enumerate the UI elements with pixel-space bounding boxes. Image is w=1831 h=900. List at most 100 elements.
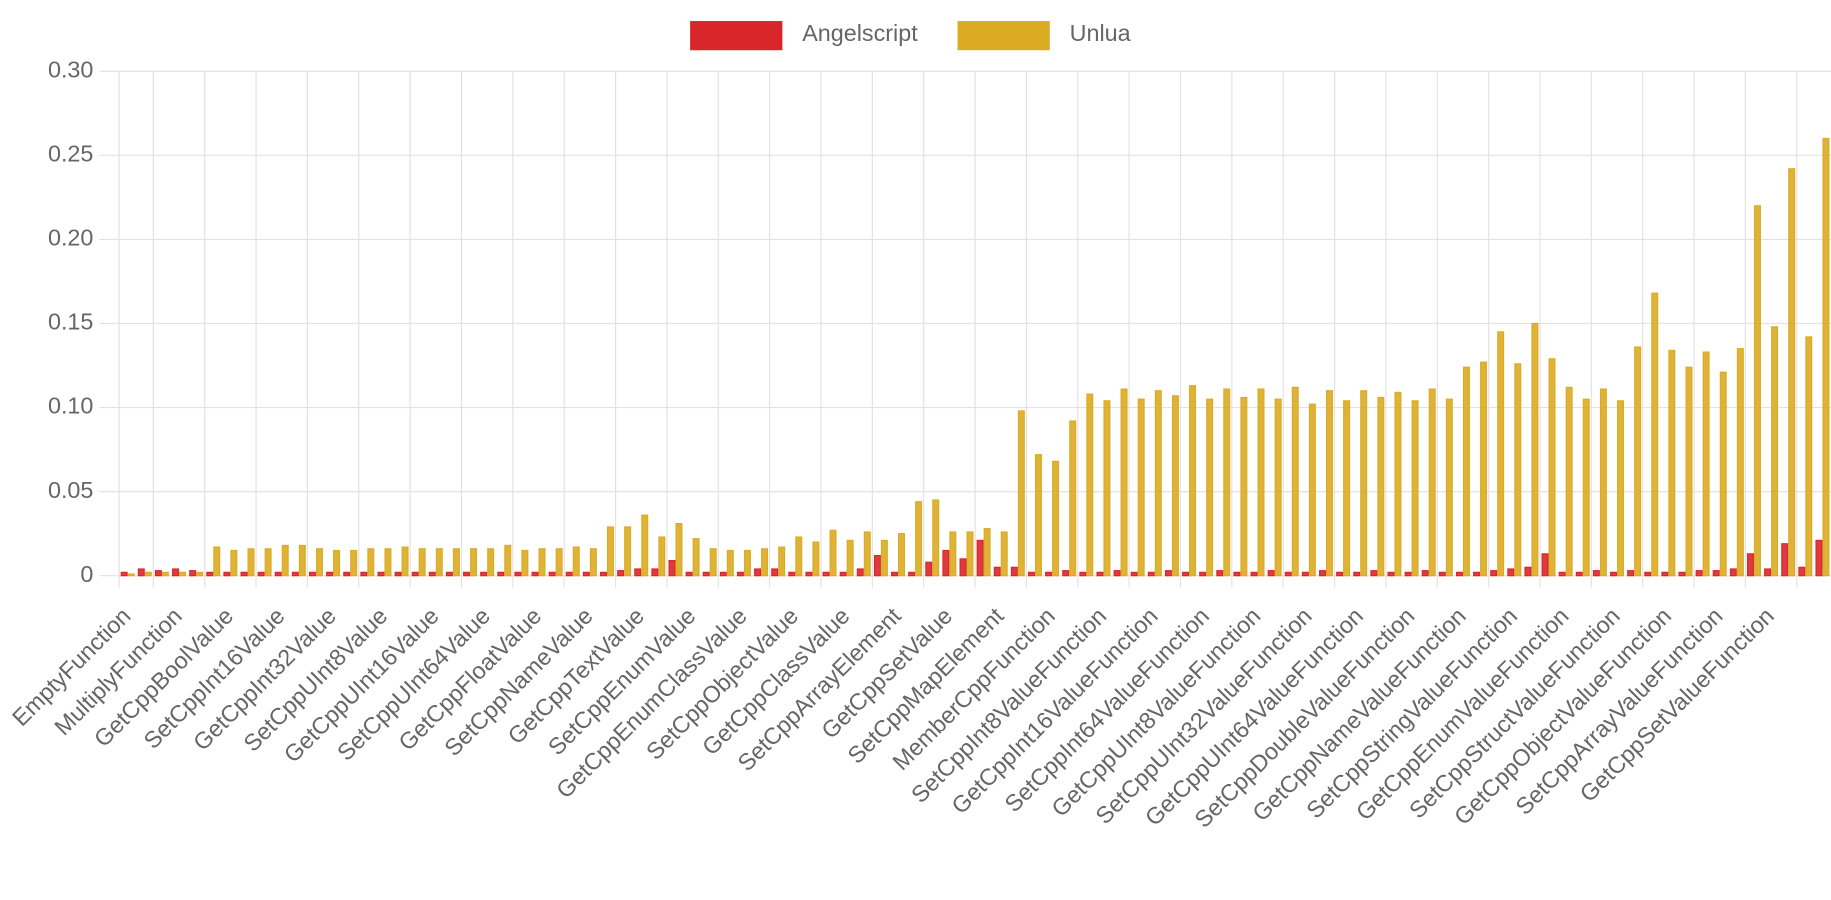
bar xyxy=(384,548,392,577)
bar xyxy=(1575,571,1583,577)
bar xyxy=(1473,571,1481,577)
bar xyxy=(1017,410,1025,577)
bar xyxy=(685,571,693,577)
bar xyxy=(1421,570,1429,577)
bar xyxy=(658,536,666,577)
bar xyxy=(1582,398,1590,577)
bar xyxy=(274,571,282,577)
bar xyxy=(743,549,751,577)
bar xyxy=(291,571,299,577)
bar xyxy=(1079,571,1087,577)
bar xyxy=(1695,570,1703,577)
bar xyxy=(206,571,214,577)
bar xyxy=(1171,395,1179,577)
bar xyxy=(1301,571,1309,577)
bar xyxy=(445,571,453,577)
y-tick-label: 0.25 xyxy=(48,140,93,166)
bar xyxy=(230,549,238,577)
bar xyxy=(418,548,426,577)
legend-label[interactable]: Angelscript xyxy=(802,20,918,46)
bar xyxy=(1428,388,1436,577)
bar xyxy=(1455,571,1463,577)
bar xyxy=(1524,566,1532,577)
bar xyxy=(1651,292,1659,577)
bar xyxy=(1480,361,1488,577)
bar xyxy=(127,573,135,577)
legend-swatch[interactable] xyxy=(690,21,783,51)
bar xyxy=(1746,553,1754,577)
bar xyxy=(394,571,402,577)
bar xyxy=(179,571,187,577)
bar xyxy=(606,526,614,577)
bar xyxy=(1240,396,1248,577)
bar xyxy=(1668,349,1676,577)
bar xyxy=(1497,331,1505,577)
bar xyxy=(401,546,409,577)
bar xyxy=(1531,322,1539,577)
bar xyxy=(925,561,933,577)
bar xyxy=(1644,571,1652,577)
bar xyxy=(736,571,744,577)
bar xyxy=(880,539,888,577)
bar xyxy=(333,549,341,577)
bar xyxy=(582,571,590,577)
bar xyxy=(754,568,762,577)
bar xyxy=(1250,571,1258,577)
bar xyxy=(1027,571,1035,577)
bar xyxy=(788,571,796,577)
bar xyxy=(966,531,974,577)
bar xyxy=(1541,553,1549,577)
bar xyxy=(120,571,128,577)
bar xyxy=(1771,326,1779,577)
bar xyxy=(1548,358,1556,577)
bar xyxy=(651,568,659,577)
bar xyxy=(1120,388,1128,577)
bar xyxy=(343,571,351,577)
bar xyxy=(1490,570,1498,577)
bar xyxy=(1325,390,1333,577)
bar xyxy=(504,544,512,577)
bar xyxy=(572,546,580,577)
bar xyxy=(1274,398,1282,577)
bar xyxy=(315,548,323,577)
bar xyxy=(1661,571,1669,577)
bar xyxy=(144,571,152,577)
bar xyxy=(521,549,529,577)
bar xyxy=(1096,571,1104,577)
bar xyxy=(257,571,265,577)
bar xyxy=(1010,566,1018,577)
bar xyxy=(709,548,717,577)
bar xyxy=(1353,571,1361,577)
bar xyxy=(1291,386,1299,577)
bar xyxy=(1154,390,1162,577)
bar xyxy=(1678,571,1686,577)
bar xyxy=(1438,571,1446,577)
bar xyxy=(308,571,316,577)
bar xyxy=(154,570,162,577)
bar xyxy=(761,548,769,577)
bar xyxy=(1805,336,1813,577)
bar xyxy=(1764,568,1772,577)
bar xyxy=(367,548,375,577)
bar xyxy=(1565,386,1573,577)
bar xyxy=(487,548,495,577)
bar xyxy=(589,548,597,577)
bar xyxy=(908,571,916,577)
bar xyxy=(326,571,334,577)
y-tick-label: 0 xyxy=(80,561,93,587)
bar xyxy=(1130,571,1138,577)
bar xyxy=(1062,570,1070,577)
bar xyxy=(1781,543,1789,577)
legend-swatch[interactable] xyxy=(957,21,1050,51)
bar xyxy=(959,558,967,577)
bar xyxy=(856,568,864,577)
bar xyxy=(514,571,522,577)
legend-label[interactable]: Unlua xyxy=(1070,20,1131,46)
bar xyxy=(942,549,950,577)
bar xyxy=(1702,351,1710,577)
bar xyxy=(463,571,471,577)
bar xyxy=(915,501,923,577)
bar xyxy=(624,526,632,577)
